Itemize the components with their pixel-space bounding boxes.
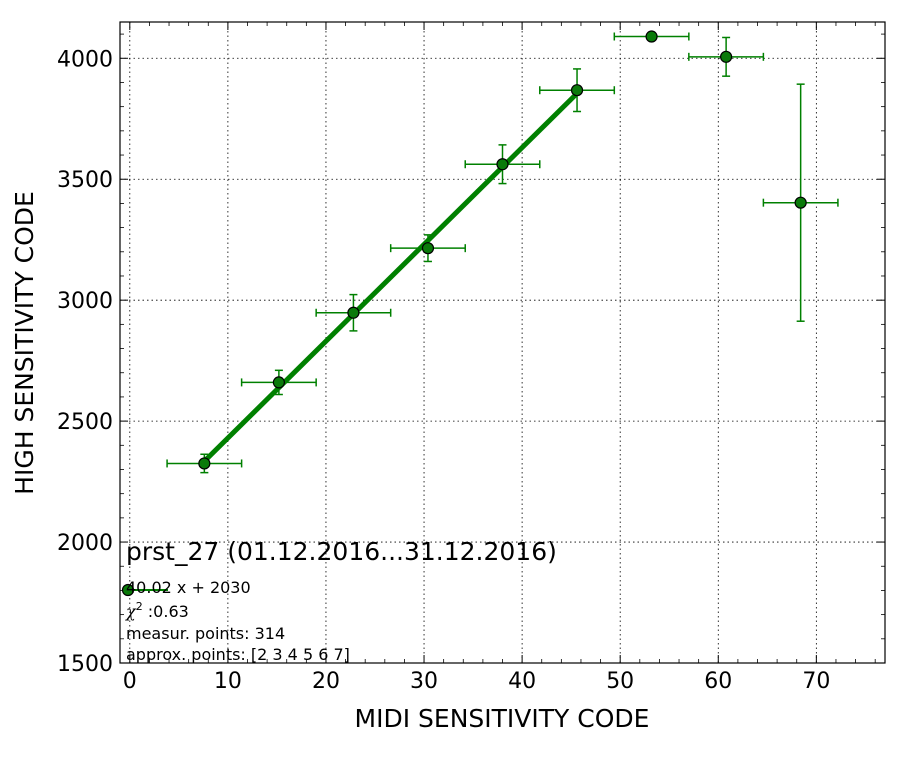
data-point [198, 457, 211, 470]
data-point [421, 242, 435, 255]
y-tick-label: 2500 [57, 410, 113, 435]
x-tick-label: 50 [606, 669, 634, 694]
measur-points: measur. points: 314 [126, 624, 285, 643]
x-tick-label: 70 [802, 669, 830, 694]
y-axis-label: HIGH SENSITIVITY CODE [10, 191, 39, 495]
y-tick-label: 2000 [57, 531, 113, 556]
data-point [794, 196, 807, 209]
data-point [645, 30, 658, 43]
legend-marker-icon [121, 583, 135, 597]
y-tick-label: 1500 [57, 652, 113, 677]
fit-line-layer [202, 91, 579, 464]
data-point [570, 84, 584, 97]
data-point [496, 158, 509, 171]
y-tick-label: 3000 [57, 289, 113, 314]
data-point [347, 306, 360, 319]
data-point [272, 376, 285, 389]
chi-exponent: 2 [136, 600, 143, 613]
x-tick-label: 0 [123, 669, 137, 694]
y-tick-label: 3500 [57, 168, 113, 193]
x-tick-label: 10 [214, 669, 242, 694]
data-points [198, 30, 807, 470]
approx-points: approx. points: [2 3 4 5 6 7] [126, 645, 350, 664]
fit-equation: 40.02 x + 2030 [126, 578, 251, 597]
x-tick-label: 20 [312, 669, 340, 694]
chart-title: prst_27 (01.12.2016...31.12.2016) [126, 537, 557, 566]
x-axis-label: MIDI SENSITIVITY CODE [355, 704, 650, 733]
annotation-box: prst_27 (01.12.2016...31.12.2016) 40.02 … [121, 537, 557, 664]
chi-value: :0.63 [143, 602, 189, 621]
y-tick-labels: 1500 2000 2500 3000 3500 4000 [57, 47, 113, 677]
chi-square: χ2 :0.63 [125, 600, 189, 621]
data-point [720, 50, 733, 63]
grid-lines [120, 22, 885, 664]
fit-line [202, 91, 579, 464]
x-tick-labels: 0 10 20 30 40 50 60 70 [123, 669, 831, 694]
chi-symbol: χ [125, 602, 137, 621]
x-tick-label: 40 [508, 669, 536, 694]
error-bars [166, 32, 839, 474]
axis-ticks [120, 22, 885, 664]
x-tick-label: 30 [410, 669, 438, 694]
legend-marker [121, 583, 168, 597]
y-tick-label: 4000 [57, 47, 113, 72]
plot-frame [119, 21, 886, 664]
x-tick-label: 60 [704, 669, 732, 694]
